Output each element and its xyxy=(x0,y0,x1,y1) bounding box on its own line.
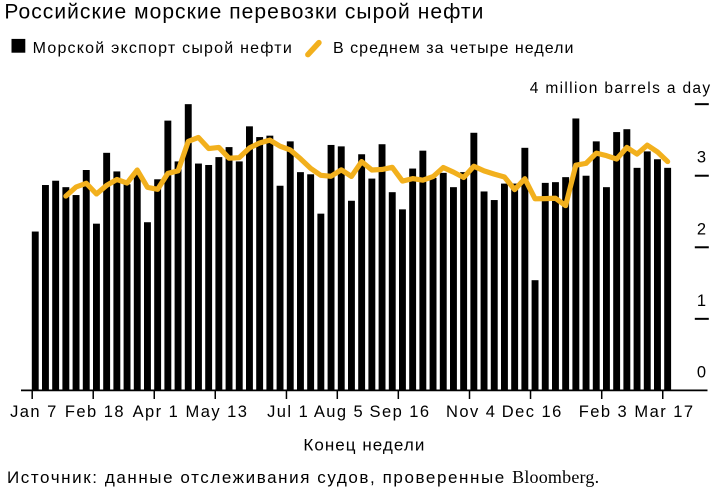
svg-text:4 million barrels a day: 4 million barrels a day xyxy=(530,80,712,97)
svg-text:Apr 1: Apr 1 xyxy=(133,403,180,421)
svg-text:Feb 18: Feb 18 xyxy=(65,403,125,421)
svg-text:Jan 7: Jan 7 xyxy=(10,403,58,421)
svg-text:Российские морские перевозки с: Российские морские перевозки сырой нефти xyxy=(4,1,484,24)
svg-text:May 13: May 13 xyxy=(186,403,249,421)
svg-text:Mar 17: Mar 17 xyxy=(634,403,694,421)
svg-text:3: 3 xyxy=(697,149,706,167)
svg-text:Конец недели: Конец недели xyxy=(303,436,425,455)
svg-text:Aug 5: Aug 5 xyxy=(314,403,364,421)
svg-text:Dec 16: Dec 16 xyxy=(502,403,563,421)
svg-text:В среднем за четыре недели: В среднем за четыре недели xyxy=(333,40,574,57)
svg-text:Источник: данные отслеживания: Источник: данные отслеживания судов, про… xyxy=(7,467,599,487)
svg-text:1: 1 xyxy=(697,292,706,310)
svg-text:Feb 3: Feb 3 xyxy=(579,403,628,421)
svg-text:Jul 1: Jul 1 xyxy=(267,403,309,421)
svg-text:Nov 4: Nov 4 xyxy=(446,403,496,421)
svg-text:Sep 16: Sep 16 xyxy=(370,403,431,421)
svg-text:Морской экспорт сырой нефти: Морской экспорт сырой нефти xyxy=(33,40,293,57)
svg-text:0: 0 xyxy=(697,363,706,381)
svg-text:2: 2 xyxy=(697,220,706,238)
